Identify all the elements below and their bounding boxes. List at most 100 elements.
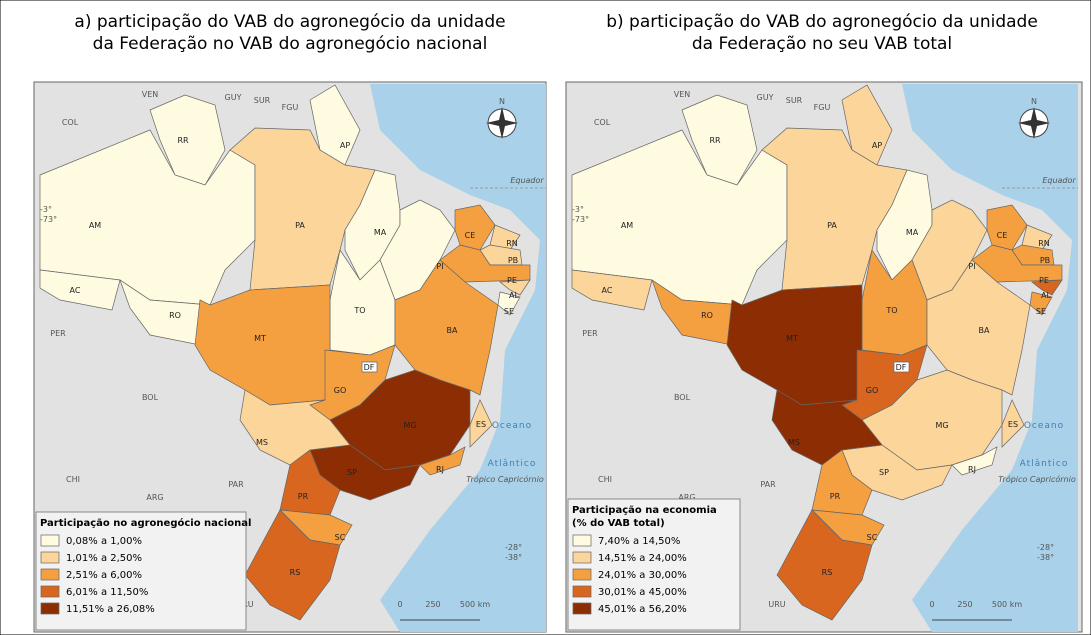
state-label: MS (256, 438, 268, 447)
state-label: SP (879, 468, 889, 477)
state-label: RR (177, 136, 189, 145)
state-label: SC (867, 533, 878, 542)
state-label: PA (295, 221, 305, 230)
state-label: PB (1040, 256, 1050, 265)
state-label: MT (786, 334, 798, 343)
legend-swatch (41, 586, 59, 597)
country-label: GUY (225, 93, 242, 102)
state-label: SE (504, 307, 514, 316)
country-label: BOL (674, 393, 691, 402)
coordinate-label: -3° (572, 205, 584, 214)
state-label: AP (872, 141, 882, 150)
tropic-label: Trópico Capricórnio (998, 474, 1076, 484)
panel-title: a) participação do VAB do agronegócio da… (74, 12, 505, 32)
legend-label: 7,40% a 14,50% (598, 536, 680, 547)
legend-label: 30,01% a 45,00% (598, 587, 687, 598)
legend-label: 11,51% a 26,08% (66, 604, 155, 615)
state-label: BA (979, 326, 990, 335)
state-label: AP (340, 141, 350, 150)
state-label: SE (1036, 307, 1046, 316)
state-label: PE (507, 276, 517, 285)
state-label: AM (621, 221, 633, 230)
country-label: ARG (146, 493, 163, 502)
legend-swatch (41, 569, 59, 580)
coordinate-label: -28° (505, 543, 522, 552)
figure: a) participação do VAB do agronegócio da… (0, 0, 1091, 635)
state-label: PA (827, 221, 837, 230)
state-label: RJ (968, 465, 976, 474)
state-label: TO (353, 306, 365, 315)
country-label: FGU (814, 103, 831, 112)
legend-label: 24,01% a 30,00% (598, 570, 687, 581)
equator-label: Equador (1042, 176, 1076, 185)
state-label: BA (447, 326, 458, 335)
legend-label: 45,01% a 56,20% (598, 604, 687, 615)
country-label: PER (582, 329, 598, 338)
state-label: RO (169, 311, 181, 320)
country-label: VEN (674, 90, 691, 99)
state-label: SP (347, 468, 357, 477)
scale-label: 250 (957, 600, 972, 609)
state-label: DF (364, 363, 375, 372)
state-label: CE (997, 231, 1008, 240)
legend-swatch (573, 552, 591, 563)
legend-title: Participação no agronegócio nacional (40, 517, 251, 529)
country-label: GUY (757, 93, 774, 102)
scale-label: 0 (397, 600, 402, 609)
north-label: N (499, 97, 505, 106)
coordinate-label: -38° (505, 553, 522, 562)
state-label: AL (1041, 291, 1051, 300)
country-label: BOL (142, 393, 159, 402)
state-label: SC (335, 533, 346, 542)
ocean-label: Oceano (1024, 421, 1064, 431)
state-label: PI (436, 262, 443, 271)
panel-title: b) participação do VAB do agronegócio da… (606, 12, 1038, 32)
scale-label: 250 (425, 600, 440, 609)
state-label: TO (885, 306, 897, 315)
tropic-label: Trópico Capricórnio (466, 474, 544, 484)
state-label: RO (701, 311, 713, 320)
state-label: RR (709, 136, 721, 145)
state-label: AM (89, 221, 101, 230)
state-label: AC (602, 286, 613, 295)
panel-title: da Federação no seu VAB total (692, 34, 952, 54)
legend-label: 6,01% a 11,50% (66, 587, 148, 598)
country-label: PER (50, 329, 66, 338)
legend-swatch (573, 603, 591, 614)
country-label: SUR (786, 96, 803, 105)
state-label: PB (508, 256, 518, 265)
state-label: PE (1039, 276, 1049, 285)
coordinate-label: -3° (40, 205, 52, 214)
panel-title: da Federação no VAB do agronegócio nacio… (93, 34, 488, 54)
state-label: ES (476, 420, 486, 429)
legend-title: (% do VAB total) (572, 518, 665, 529)
country-label: COL (594, 118, 611, 127)
state-label: GO (866, 386, 879, 395)
scale-label: 500 km (460, 600, 490, 609)
state-label: MA (906, 228, 919, 237)
atlantic-label: Atlântico (488, 459, 537, 469)
legend-label: 2,51% a 6,00% (66, 570, 142, 581)
state-label: AL (509, 291, 519, 300)
country-label: SUR (254, 96, 271, 105)
country-label: CHI (66, 475, 80, 484)
legend-swatch (41, 603, 59, 614)
state-label: DF (896, 363, 907, 372)
atlantic-label: Atlântico (1020, 459, 1069, 469)
state-label: RJ (436, 465, 444, 474)
legend-swatch (41, 535, 59, 546)
state-label: RN (506, 239, 518, 248)
coordinate-label: -73° (40, 215, 57, 224)
ocean-label: Oceano (492, 421, 532, 431)
state-label: GO (334, 386, 347, 395)
country-label: CHI (598, 475, 612, 484)
state-label: PR (298, 492, 309, 501)
coordinate-label: -73° (572, 215, 589, 224)
country-label: VEN (142, 90, 159, 99)
legend-swatch (573, 535, 591, 546)
legend-label: 1,01% a 2,50% (66, 553, 142, 564)
coordinate-label: -38° (1037, 553, 1054, 562)
state-label: ES (1008, 420, 1018, 429)
equator-label: Equador (510, 176, 544, 185)
state-label: MS (788, 438, 800, 447)
